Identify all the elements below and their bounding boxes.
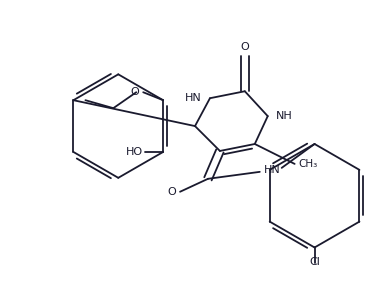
- Text: HO: HO: [126, 147, 143, 157]
- Text: Cl: Cl: [309, 257, 320, 267]
- Text: HN: HN: [185, 93, 202, 103]
- Text: O: O: [167, 187, 176, 197]
- Text: CH₃: CH₃: [299, 159, 318, 169]
- Text: O: O: [240, 43, 249, 53]
- Text: HN: HN: [264, 165, 280, 175]
- Text: NH: NH: [276, 111, 292, 121]
- Text: O: O: [131, 87, 139, 97]
